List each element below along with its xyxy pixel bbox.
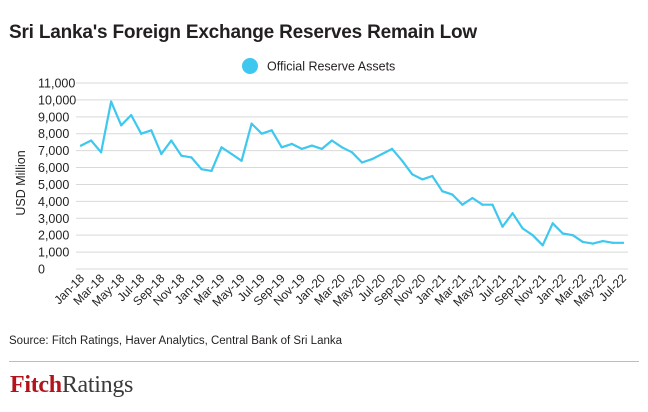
legend: Official Reserve Assets	[242, 58, 395, 74]
y-tick-label: 5,000	[38, 178, 69, 192]
y-axis-label: USD Million	[14, 150, 28, 215]
y-tick-label: 0	[38, 263, 45, 277]
data-point	[561, 232, 564, 235]
data-point	[401, 159, 404, 162]
data-point	[481, 203, 484, 206]
data-point	[571, 234, 574, 237]
data-point	[340, 146, 344, 149]
data-point	[160, 152, 163, 156]
data-point	[100, 151, 103, 154]
line-chart: Official Reserve Assets 0 1,000 2,000 3,000…	[14, 58, 629, 309]
data-point	[511, 212, 514, 215]
footer-divider	[9, 361, 639, 362]
source-note: Source: Fitch Ratings, Haver Analytics, …	[9, 335, 343, 347]
data-point	[471, 196, 474, 200]
y-tick-label: 3,000	[38, 212, 69, 226]
data-point	[451, 193, 454, 196]
fitch-ratings-logo: FitchRatings	[10, 372, 133, 399]
data-point	[79, 144, 83, 147]
series-line	[79, 100, 625, 247]
data-point	[601, 240, 605, 243]
gridlines	[76, 82, 628, 270]
legend-marker	[242, 58, 258, 74]
data-point	[320, 147, 323, 150]
y-tick-label: 2,000	[38, 229, 69, 243]
data-point	[140, 132, 143, 135]
series-official-reserve-assets	[79, 100, 625, 247]
data-point	[551, 222, 554, 225]
data-point	[200, 168, 203, 171]
data-point	[360, 161, 364, 164]
data-point	[250, 122, 253, 125]
y-tick-label: 9,000	[38, 110, 69, 124]
y-tick-label: 11,000	[38, 77, 75, 91]
data-point	[491, 203, 494, 206]
data-point	[591, 242, 595, 245]
data-point	[260, 132, 263, 135]
data-point	[290, 142, 293, 145]
data-point	[270, 129, 273, 132]
y-tick-label: 1,000	[38, 246, 69, 260]
data-point	[441, 190, 444, 193]
data-point	[120, 124, 123, 127]
data-point	[391, 147, 394, 150]
data-point	[130, 114, 133, 117]
data-point	[611, 241, 615, 244]
data-point	[350, 151, 354, 154]
data-point	[381, 152, 384, 156]
data-point	[581, 240, 584, 243]
data-point	[501, 225, 504, 228]
y-tick-label: 7,000	[38, 144, 69, 158]
y-tick-label: 10,000	[38, 93, 76, 107]
data-point	[310, 144, 313, 147]
data-point	[180, 154, 183, 157]
data-point	[210, 169, 213, 172]
data-point	[531, 234, 534, 237]
data-point	[411, 173, 414, 176]
data-point	[541, 244, 544, 247]
data-point	[150, 129, 153, 132]
data-point	[230, 152, 233, 156]
data-point	[220, 146, 223, 149]
y-axis-ticks: 0 1,000 2,000 3,000 4,000 5,000 6,000 7,000 8,00…	[38, 77, 76, 277]
legend-label: Official Reserve Assets	[267, 60, 395, 74]
data-point	[431, 174, 434, 178]
y-tick-label: 4,000	[38, 195, 69, 209]
data-point	[421, 178, 424, 181]
data-point	[300, 147, 303, 150]
data-point	[110, 100, 113, 103]
x-axis-ticks: Jan-18Mar-18May-18Jul-18Sep-18Nov-18Jan-…	[51, 271, 629, 309]
data-point	[280, 146, 283, 149]
data-point	[521, 227, 524, 230]
chart-title: Sri Lanka's Foreign Exchange Reserves Re…	[9, 22, 477, 43]
data-point	[240, 159, 243, 162]
logo-ratings-text: Ratings	[61, 372, 134, 398]
data-point	[90, 139, 93, 142]
data-point	[170, 139, 173, 142]
data-point	[330, 139, 333, 142]
data-point	[461, 203, 464, 206]
data-point	[190, 156, 193, 159]
logo-fitch-text: Fitch	[10, 372, 62, 398]
data-point	[621, 241, 625, 244]
data-point	[371, 158, 374, 161]
y-tick-label: 6,000	[38, 161, 69, 175]
y-tick-label: 8,000	[38, 127, 69, 141]
